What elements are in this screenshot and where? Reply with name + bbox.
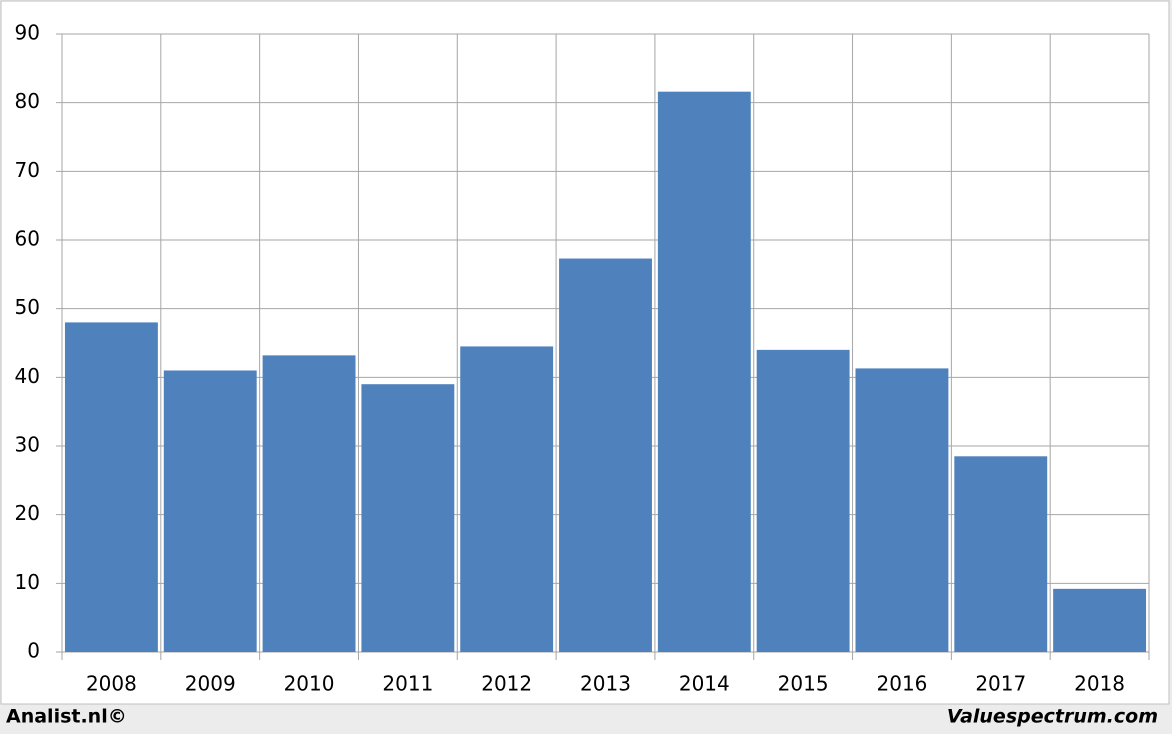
y-tick-label: 20 (15, 501, 40, 525)
bar (756, 349, 850, 652)
bar (1053, 588, 1147, 652)
bar (954, 456, 1048, 652)
x-tick-label: 2008 (86, 672, 137, 696)
x-tick-label: 2017 (975, 672, 1026, 696)
bar (460, 346, 554, 652)
x-tick-label: 2011 (382, 672, 433, 696)
y-tick-label: 50 (15, 295, 40, 319)
bar (559, 258, 652, 652)
x-tick-label: 2018 (1074, 672, 1125, 696)
bar (64, 322, 158, 652)
x-tick-label: 2016 (877, 672, 928, 696)
x-tick-label: 2013 (580, 672, 631, 696)
y-tick-label: 80 (15, 89, 40, 113)
source-right: Valuespectrum.com (947, 706, 1158, 728)
y-tick-label: 30 (15, 433, 40, 457)
bar (361, 384, 455, 652)
bar (262, 355, 356, 652)
y-tick-label: 90 (15, 21, 40, 45)
y-tick-label: 0 (27, 639, 40, 663)
x-tick-label: 2012 (481, 672, 532, 696)
source-left: Analist.nl© (6, 706, 127, 728)
y-tick-label: 10 (15, 570, 40, 594)
y-tick-label: 40 (15, 364, 40, 388)
x-tick-label: 2009 (185, 672, 236, 696)
x-tick-label: 2014 (679, 672, 730, 696)
bar (657, 91, 751, 653)
x-tick-label: 2015 (778, 672, 829, 696)
bar (855, 368, 949, 652)
x-tick-label: 2010 (284, 672, 335, 696)
bar (163, 370, 257, 652)
y-tick-label: 60 (15, 227, 40, 251)
y-tick-label: 70 (15, 158, 40, 182)
